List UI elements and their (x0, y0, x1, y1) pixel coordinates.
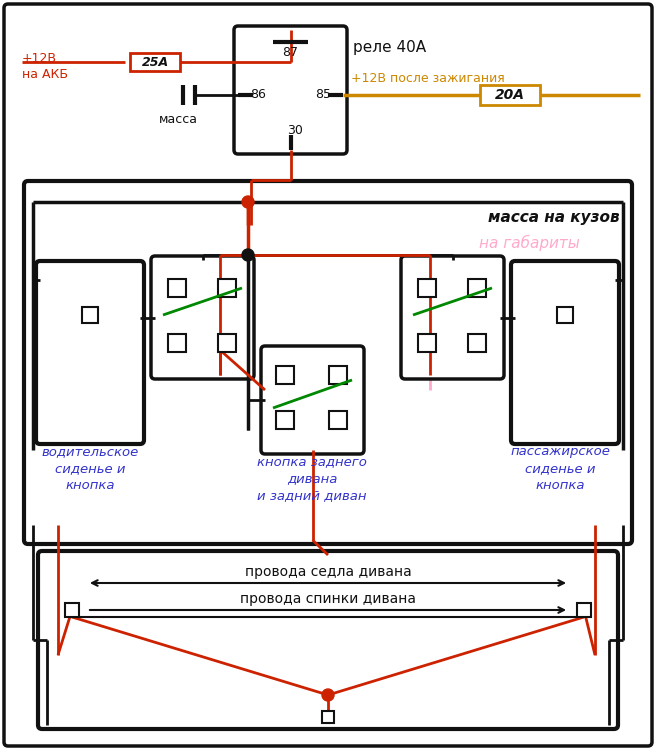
Bar (65, 603, 79, 617)
Bar (557, 307, 573, 323)
Bar (322, 711, 334, 723)
Bar (329, 411, 347, 429)
Bar (480, 85, 540, 105)
FancyBboxPatch shape (261, 346, 364, 454)
Circle shape (242, 249, 254, 261)
Text: масса на кузов: масса на кузов (488, 210, 620, 225)
Text: провода седла дивана: провода седла дивана (245, 565, 411, 579)
Bar (418, 334, 436, 352)
Bar (168, 279, 186, 297)
Bar (218, 334, 236, 352)
FancyBboxPatch shape (4, 4, 652, 746)
Circle shape (322, 689, 334, 701)
Bar (218, 279, 236, 297)
Text: 87: 87 (283, 46, 298, 58)
Bar (329, 366, 347, 384)
FancyBboxPatch shape (151, 256, 254, 379)
Text: реле 40А: реле 40А (353, 40, 426, 55)
Bar (82, 307, 98, 323)
Text: 85: 85 (315, 88, 331, 101)
Bar (168, 334, 186, 352)
Text: кнопка заднего
дивана
и задний диван: кнопка заднего дивана и задний диван (257, 455, 367, 502)
FancyBboxPatch shape (511, 261, 619, 444)
Bar (577, 603, 591, 617)
Bar (468, 279, 486, 297)
Text: пассажирское
сиденье и
кнопка: пассажирское сиденье и кнопка (510, 445, 610, 492)
FancyBboxPatch shape (24, 181, 632, 544)
Text: +12В
на АКБ: +12В на АКБ (22, 52, 68, 81)
Text: 20А: 20А (495, 88, 525, 102)
Bar (418, 279, 436, 297)
Text: провода спинки дивана: провода спинки дивана (240, 592, 416, 606)
Text: 25А: 25А (142, 56, 169, 68)
Text: масса: масса (159, 113, 197, 126)
Text: 86: 86 (250, 88, 266, 101)
FancyBboxPatch shape (401, 256, 504, 379)
Text: водительское
сиденье и
кнопка: водительское сиденье и кнопка (41, 445, 138, 492)
Bar (276, 411, 294, 429)
FancyBboxPatch shape (38, 551, 618, 729)
Bar (468, 334, 486, 352)
Text: +12В после зажигания: +12В после зажигания (351, 72, 504, 85)
Text: на габариты: на габариты (480, 235, 580, 251)
FancyBboxPatch shape (36, 261, 144, 444)
FancyBboxPatch shape (234, 26, 347, 154)
Bar (276, 366, 294, 384)
Text: 30: 30 (287, 124, 304, 136)
Circle shape (242, 196, 254, 208)
Bar (130, 53, 180, 71)
